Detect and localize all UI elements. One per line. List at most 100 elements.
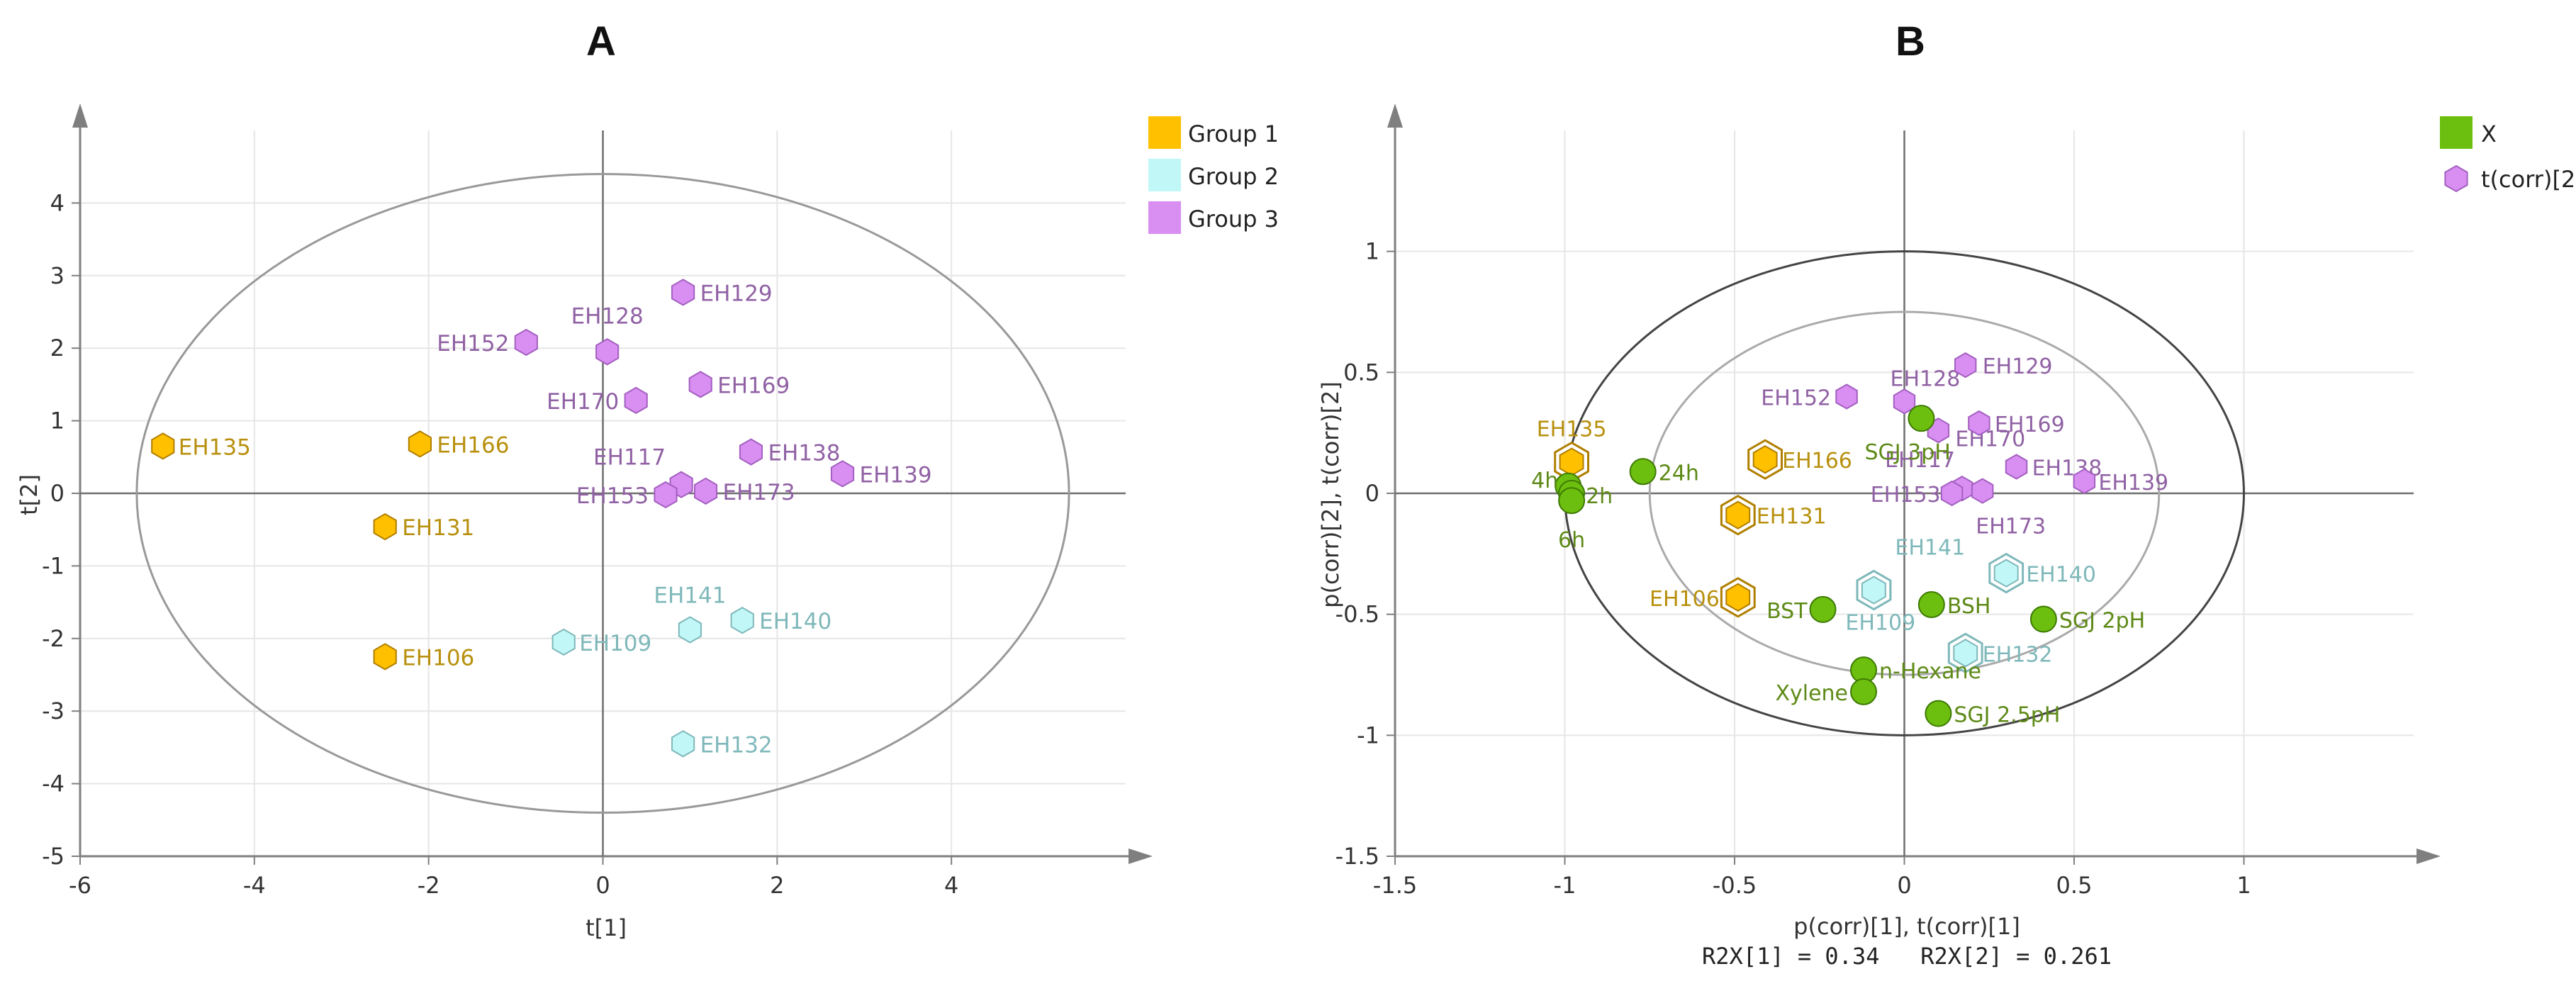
panel-b-x-axis-label: p(corr)[1], t(corr)[1] — [1793, 913, 2020, 940]
point-label: EH117 — [593, 445, 666, 471]
x-tick-label: -1 — [1554, 872, 1577, 899]
legend-entry: X — [2481, 120, 2497, 147]
y-tick-label: 3 — [50, 262, 65, 289]
observation-marker — [1968, 410, 1990, 437]
point-label: EH169 — [717, 373, 790, 398]
score-marker — [694, 477, 718, 505]
legend-swatch — [1148, 116, 1181, 149]
legend-swatch — [1148, 159, 1181, 191]
variable-label: BSH — [1947, 594, 1991, 619]
point-label: EH140 — [759, 609, 831, 634]
variable-label: n-Hexane — [1879, 659, 1981, 684]
legend-hexagon-swatch — [2444, 164, 2468, 193]
observation-marker — [1893, 388, 1916, 415]
score-marker — [688, 371, 712, 398]
x-tick-label: 0 — [595, 872, 610, 899]
observation-label: EH170 — [1955, 427, 2025, 452]
point-label: EH173 — [723, 480, 795, 505]
panel-a-y-axis-label: t[2] — [16, 474, 43, 515]
observation-label: EH129 — [1983, 354, 2053, 379]
y-tick-label: 1 — [1365, 238, 1379, 265]
point-label: EH153 — [576, 483, 649, 509]
score-marker — [373, 512, 397, 541]
observation-label: EH139 — [2098, 471, 2168, 495]
y-tick-label: 4 — [50, 189, 65, 216]
panel-a-legend: Group 1 Group 2 Group 3 — [1148, 116, 1279, 234]
observation-label: EH153 — [1871, 483, 1941, 508]
point-label: EH106 — [402, 645, 474, 671]
observation-label: EH166 — [1782, 449, 1852, 473]
variable-marker — [1850, 678, 1878, 705]
y-tick-label: -5 — [42, 843, 65, 870]
score-marker — [624, 386, 648, 415]
observation-label: EH135 — [1537, 417, 1607, 442]
variable-marker — [1917, 591, 1945, 619]
y-tick-label: -1 — [1357, 722, 1379, 749]
score-marker — [671, 279, 695, 306]
score-marker — [514, 328, 538, 357]
observation-label: EH109 — [1845, 611, 1915, 636]
variable-label: SGJ 3pH — [1864, 440, 1950, 465]
variable-marker — [1925, 700, 1952, 727]
panel-a-x-axis-label: t[1] — [586, 914, 627, 941]
variable-label: SGJ 2pH — [2059, 608, 2145, 633]
confidence-ellipse — [135, 172, 1070, 814]
panel-b-biplot: -1.5 -1 -0.5 0 0.5 1 -1.5 -1 -0.5 0 0.5 1 EH135 EH166… — [1335, 103, 2441, 899]
observation-marker — [1861, 576, 1886, 605]
x-tick-label: -4 — [243, 872, 266, 899]
legend-entry: t(corr)[2] — [2481, 166, 2576, 193]
observation-marker — [2073, 468, 2096, 495]
legend-entry: Group 2 — [1188, 163, 1279, 190]
point-label: EH128 — [571, 303, 644, 329]
x-axis-arrow — [1129, 848, 1153, 864]
panel-b-r2x-footer: R2X[1] = 0.34 R2X[2] = 0.261 — [1702, 943, 2112, 970]
observation-marker — [1993, 559, 2019, 588]
x-tick-label: 2 — [770, 872, 784, 899]
panel-a-score-plot: -6 -4 -2 0 2 4 -5 -4 -3 -2 -1 0 1 2 3 4 EH135 EH166 EH131 E… — [42, 103, 1153, 899]
x-tick-label: 0 — [1897, 872, 1911, 899]
score-marker — [671, 730, 695, 758]
variable-marker — [1558, 487, 1586, 515]
score-marker — [678, 616, 702, 644]
x-tick-label: -0.5 — [1713, 872, 1757, 899]
point-label: EH141 — [654, 583, 726, 609]
score-marker — [654, 481, 678, 509]
score-marker — [551, 628, 576, 656]
variable-label: Xylene — [1775, 681, 1848, 706]
variable-label: 6h — [1558, 528, 1585, 553]
observation-label: EH117 — [1885, 448, 1955, 473]
point-label: EH131 — [402, 515, 474, 541]
variable-label: 4h — [1531, 469, 1558, 493]
observation-label: EH141 — [1895, 536, 1965, 561]
variable-label: 2h — [1586, 484, 1613, 509]
point-label: EH129 — [700, 281, 773, 306]
y-tick-label: -1.5 — [1335, 843, 1379, 870]
y-tick-label: 0 — [50, 480, 65, 507]
y-tick-label: -3 — [42, 697, 65, 724]
variable-label: SGJ 2.5pH — [1954, 703, 2060, 728]
panel-b-legend: Xt(corr)[2] — [2440, 116, 2576, 193]
score-marker — [151, 432, 175, 460]
y-tick-label: 2 — [50, 335, 65, 361]
observation-marker — [1953, 639, 1978, 668]
legend-swatch — [1148, 201, 1181, 234]
point-label: EH135 — [179, 435, 251, 460]
x-tick-label: 0.5 — [2056, 872, 2093, 899]
score-marker — [730, 607, 754, 634]
variable-marker — [1629, 458, 1657, 486]
x-tick-label: -1.5 — [1373, 872, 1417, 899]
variable-marker — [1908, 405, 1935, 432]
observation-label: EH132 — [1983, 642, 2053, 667]
point-label: EH138 — [768, 441, 840, 466]
score-marker — [830, 460, 855, 488]
score-marker — [739, 438, 763, 466]
x-tick-label: 4 — [944, 872, 958, 899]
observation-label: EH131 — [1757, 505, 1827, 529]
variable-label: BST — [1766, 599, 1808, 624]
variable-marker — [2029, 605, 2057, 633]
point-label: EH109 — [579, 631, 651, 656]
observation-label: EH128 — [1891, 366, 1961, 391]
score-marker — [408, 430, 432, 458]
observation-label: EH140 — [2026, 563, 2096, 588]
panel-b-label: B — [1895, 18, 1925, 65]
